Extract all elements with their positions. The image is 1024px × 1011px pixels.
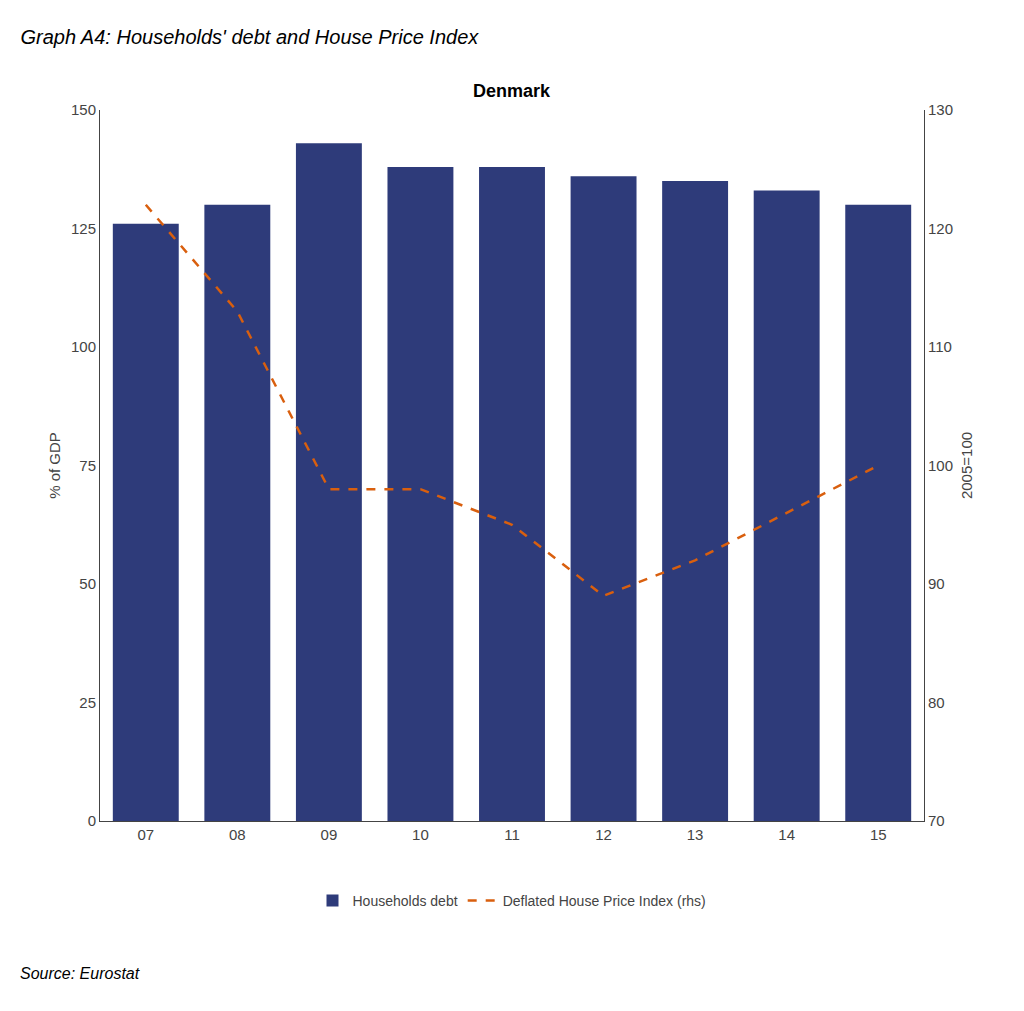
- svg-text:10: 10: [412, 826, 429, 843]
- svg-text:90: 90: [928, 575, 945, 592]
- svg-text:14: 14: [778, 826, 795, 843]
- svg-text:100: 100: [928, 457, 953, 474]
- svg-text:15: 15: [870, 826, 887, 843]
- svg-text:25: 25: [79, 694, 96, 711]
- svg-text:09: 09: [321, 826, 338, 843]
- svg-text:Source: Eurostat: Source: Eurostat: [20, 965, 140, 982]
- svg-text:12: 12: [595, 826, 612, 843]
- svg-text:80: 80: [928, 694, 945, 711]
- svg-text:0: 0: [88, 812, 96, 829]
- svg-text:Denmark: Denmark: [473, 81, 551, 101]
- svg-text:130: 130: [928, 101, 953, 118]
- svg-text:% of GDP: % of GDP: [46, 432, 63, 499]
- svg-text:75: 75: [79, 457, 96, 474]
- svg-text:07: 07: [137, 826, 154, 843]
- svg-text:Deflated House Price Index (rh: Deflated House Price Index (rhs): [503, 893, 706, 909]
- svg-text:50: 50: [79, 575, 96, 592]
- svg-text:11: 11: [504, 826, 520, 843]
- svg-text:Graph A4: Households' debt and: Graph A4: Households' debt and House Pri…: [20, 26, 479, 48]
- svg-text:Households debt: Households debt: [353, 893, 458, 909]
- svg-text:70: 70: [928, 812, 945, 829]
- svg-text:2005=100: 2005=100: [958, 432, 975, 499]
- svg-text:100: 100: [71, 338, 96, 355]
- svg-text:120: 120: [928, 220, 953, 237]
- svg-text:125: 125: [71, 220, 96, 237]
- svg-text:110: 110: [928, 338, 952, 355]
- svg-text:150: 150: [71, 101, 96, 118]
- svg-text:13: 13: [687, 826, 704, 843]
- svg-text:08: 08: [229, 826, 246, 843]
